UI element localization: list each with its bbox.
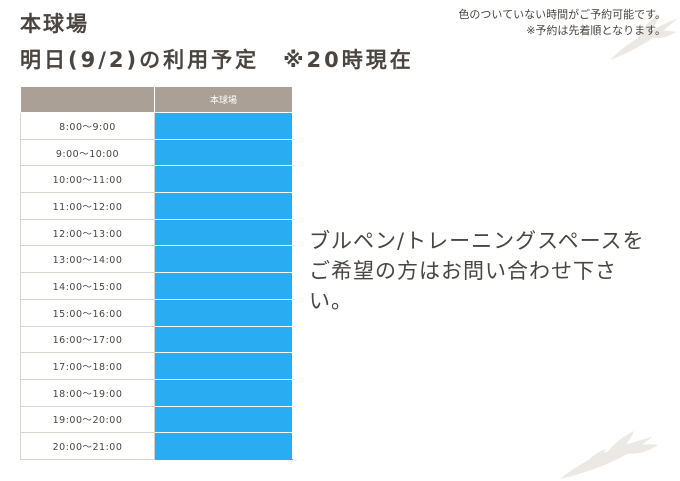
bullpen-inquiry-message: ブルペン/トレーニングスペースをご希望の方はお問い合わせ下さい。: [309, 229, 645, 313]
table-row: 18:00〜19:00: [20, 378, 293, 407]
slot-status-cell: [154, 298, 293, 327]
time-slot-label: 13:00〜14:00: [20, 245, 155, 274]
slot-status-cell: [154, 378, 293, 407]
page-subtitle: 明日(9/2)の利用予定 ※20時現在: [20, 48, 414, 72]
time-column-header: [20, 86, 155, 113]
slot-status-cell: [154, 138, 293, 167]
table-row: 16:00〜17:00: [20, 325, 293, 354]
time-slot-label: 15:00〜16:00: [20, 298, 155, 327]
slot-status-cell: [154, 272, 293, 300]
table-row: 13:00〜14:00: [20, 245, 293, 274]
booking-note: 色のついていない時間がご予約可能です。 ※予約は先着順となります。: [458, 7, 666, 39]
table-row: 19:00〜20:00: [20, 405, 293, 434]
slot-status-cell: [154, 352, 293, 380]
table-row: 9:00〜10:00: [20, 138, 293, 167]
time-slot-label: 17:00〜18:00: [20, 352, 155, 380]
slot-status-cell: [154, 218, 293, 247]
main-field-column-header: 本球場: [154, 86, 293, 113]
slot-status-cell: [154, 245, 293, 274]
table-row: 8:00〜9:00: [20, 112, 293, 140]
slot-status-cell: [154, 112, 293, 140]
time-slot-label: 18:00〜19:00: [20, 378, 155, 407]
slot-status-cell: [154, 325, 293, 354]
time-slot-label: 8:00〜9:00: [20, 112, 155, 140]
time-slot-label: 9:00〜10:00: [20, 138, 155, 167]
table-row: 14:00〜15:00: [20, 272, 293, 300]
table-row: 20:00〜21:00: [20, 432, 293, 460]
table-row: 10:00〜11:00: [20, 165, 293, 194]
slot-status-cell: [154, 192, 293, 220]
leaf-decoration-bottom-icon: [560, 431, 658, 479]
table-row: 17:00〜18:00: [20, 352, 293, 380]
note-line-first-come: ※予約は先着順となります。: [526, 24, 666, 37]
time-slot-label: 12:00〜13:00: [20, 218, 155, 247]
time-slot-label: 14:00〜15:00: [20, 272, 155, 300]
leaf-decoration-icon: [610, 14, 678, 60]
note-line-availability: 色のついていない時間がご予約可能です。: [458, 8, 666, 21]
table-header-row: 本球場: [20, 86, 293, 113]
slot-status-cell: [154, 165, 293, 194]
schedule-body: 8:00〜9:00 9:00〜10:00 10:00〜11:00 11:00〜12:0…: [20, 112, 293, 460]
time-slot-label: 11:00〜12:00: [20, 192, 155, 220]
time-slot-label: 10:00〜11:00: [20, 165, 155, 194]
table-row: 15:00〜16:00: [20, 298, 293, 327]
slot-status-cell: [154, 432, 293, 460]
slot-status-cell: [154, 405, 293, 434]
time-slot-label: 16:00〜17:00: [20, 325, 155, 354]
time-slot-label: 19:00〜20:00: [20, 405, 155, 434]
schedule-table: 本球場 8:00〜9:00 9:00〜10:00 10:00〜11:00 11:00〜…: [20, 86, 293, 460]
page-title: 本球場: [20, 12, 89, 36]
table-row: 11:00〜12:00: [20, 192, 293, 220]
time-slot-label: 20:00〜21:00: [20, 432, 155, 460]
table-row: 12:00〜13:00: [20, 218, 293, 247]
